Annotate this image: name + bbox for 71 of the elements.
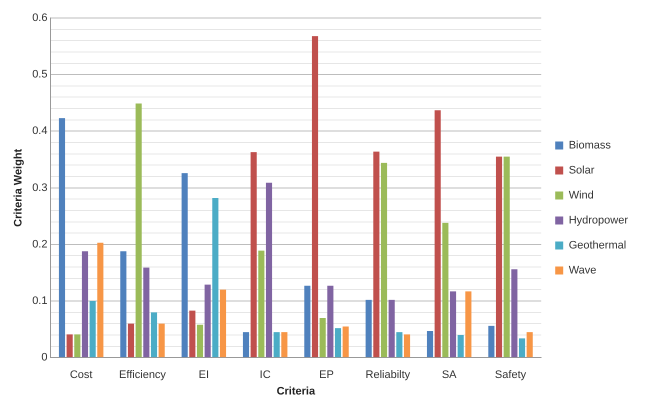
bar	[128, 324, 134, 358]
bar	[404, 334, 410, 358]
bar	[304, 286, 310, 358]
bar	[450, 291, 456, 358]
y-tick-label: 0.5	[32, 68, 48, 81]
x-tick-label: Efficiency	[119, 369, 166, 382]
bar	[342, 326, 349, 358]
bar	[158, 324, 165, 358]
bar	[327, 286, 334, 358]
bar	[380, 162, 388, 358]
bar	[182, 173, 188, 358]
bar	[434, 110, 441, 358]
bar	[258, 250, 264, 358]
bar	[220, 290, 226, 358]
bar	[242, 332, 250, 358]
bar	[58, 118, 66, 358]
bar	[204, 284, 211, 358]
bar	[90, 301, 96, 358]
legend-label: Hydropower	[568, 214, 628, 227]
x-tick-label: EP	[319, 369, 334, 382]
x-tick-label: IC	[260, 369, 271, 382]
bar	[150, 312, 158, 358]
bar	[396, 332, 402, 358]
bar	[320, 318, 326, 358]
bar	[66, 334, 73, 358]
legend-label: Solar	[568, 164, 595, 177]
bar	[388, 300, 395, 358]
bar	[82, 251, 88, 358]
bar	[373, 152, 380, 358]
bar	[496, 156, 502, 358]
bar	[281, 332, 288, 358]
bar	[266, 182, 272, 358]
bar	[189, 310, 196, 358]
legend-label: Biomass	[568, 140, 612, 152]
y-axis-title: Criteria Weight	[12, 148, 25, 227]
bar	[442, 222, 448, 358]
bar	[458, 334, 464, 358]
y-tick-label: 0.3	[32, 182, 48, 194]
y-tick-label: 0.2	[32, 238, 48, 250]
y-tick-label: 0.1	[32, 295, 48, 308]
bar	[97, 242, 104, 358]
bar	[196, 324, 204, 358]
bar	[366, 300, 372, 358]
bar	[136, 103, 142, 358]
bar	[426, 331, 434, 358]
bar	[504, 156, 510, 358]
x-tick-label: Reliabilty	[366, 369, 411, 382]
bar	[120, 251, 126, 358]
bar	[143, 268, 150, 358]
bar	[511, 269, 518, 358]
bar	[518, 338, 526, 358]
x-axis-title: Criteria	[276, 385, 316, 398]
legend-label: Geothermal	[568, 240, 626, 252]
bar	[488, 326, 494, 358]
bar	[250, 152, 257, 358]
bar	[526, 332, 533, 358]
y-tick-label: 0.6	[32, 12, 48, 24]
x-tick-label: EI	[198, 369, 210, 382]
x-tick-label: Safety	[494, 369, 527, 382]
bar	[465, 291, 472, 358]
x-tick-label: SA	[442, 369, 458, 382]
legend-label: Wave	[568, 264, 596, 277]
bar	[74, 334, 80, 358]
y-tick-label: 0.4	[32, 125, 48, 138]
bar	[312, 36, 318, 358]
bar	[212, 198, 218, 358]
bar	[334, 328, 342, 358]
bar	[274, 332, 280, 358]
x-tick-label: Cost	[70, 369, 92, 382]
legend-label: Wind	[568, 190, 594, 202]
text: 0	[41, 352, 48, 364]
